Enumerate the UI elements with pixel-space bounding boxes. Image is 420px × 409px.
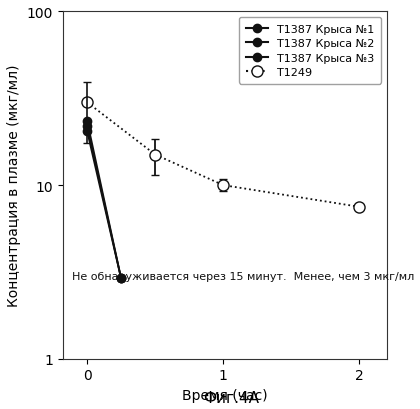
Text: Не обнаруживается через 15 минут.  Менее, чем 3 мкг/мл: Не обнаруживается через 15 минут. Менее,… [72,271,415,281]
Т1387 Крыса №2 [118,276,123,281]
X-axis label: Время (час): Время (час) [182,388,268,402]
Text: Фиг.4А: Фиг.4А [203,390,259,405]
Line: Т1387 Крыса №2: Т1387 Крыса №2 [83,122,125,283]
Т1387 Крыса №1 [118,276,123,281]
Т1387 Крыса №2 [84,124,89,129]
Legend: Т1387 Крыса №1, Т1387 Крыса №2, Т1387 Крыса №3, Т1249: Т1387 Крыса №1, Т1387 Крыса №2, Т1387 Кр… [239,18,381,85]
Т1387 Крыса №3 [118,276,123,281]
Line: Т1387 Крыса №1: Т1387 Крыса №1 [83,128,125,283]
Т1387 Крыса №1 [84,129,89,134]
Y-axis label: Концентрация в плазме (мкг/мл): Концентрация в плазме (мкг/мл) [7,65,21,307]
Line: Т1387 Крыса №3: Т1387 Крыса №3 [83,117,125,283]
Т1387 Крыса №3 [84,119,89,124]
